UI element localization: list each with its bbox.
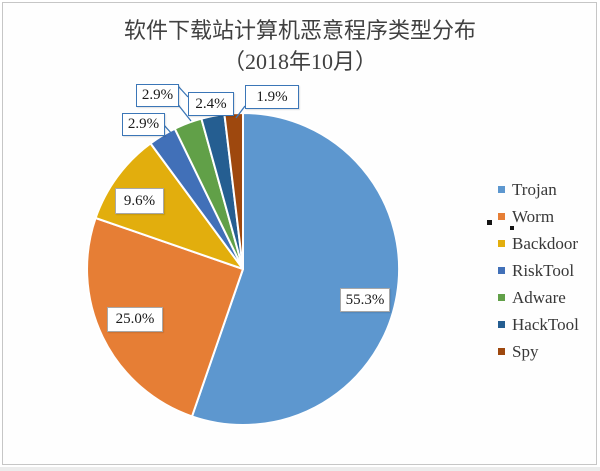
legend-item-trojan: Trojan xyxy=(498,176,594,203)
legend-item-backdoor: Backdoor xyxy=(498,230,594,257)
chart-title: 软件下载站计算机恶意程序类型分布 （2018年10月） xyxy=(0,15,600,77)
pie-slice-backdoor xyxy=(94,142,244,270)
legend-label-risktool: RiskTool xyxy=(512,260,575,280)
legend-marker-hacktool xyxy=(498,321,505,328)
legend-marker-risktool xyxy=(498,267,505,274)
chart-title-line2: （2018年10月） xyxy=(222,49,377,74)
leader-line-spy xyxy=(235,105,246,119)
legend-marker-spy xyxy=(498,348,505,355)
data-label-trojan: 55.3% xyxy=(340,288,390,312)
data-label-backdoor: 9.6% xyxy=(115,188,164,214)
legend-label-trojan: Trojan xyxy=(512,179,557,199)
stray-mark xyxy=(487,220,492,225)
legend-item-hacktool: HackTool xyxy=(498,311,594,338)
chart-legend: Trojan Worm Backdoor RiskTool Adware Hac… xyxy=(498,176,594,365)
legend-label-hacktool: HackTool xyxy=(512,314,579,334)
pie-slice-worm xyxy=(86,217,244,418)
legend-label-spy: Spy xyxy=(512,341,539,361)
data-label-adware: 2.9% xyxy=(136,84,179,107)
pie-slices-group xyxy=(86,111,401,426)
stray-mark xyxy=(510,226,514,230)
leader-line-hacktool xyxy=(177,85,189,98)
legend-marker-trojan xyxy=(498,186,505,193)
data-label-worm: 25.0% xyxy=(107,307,163,332)
legend-item-worm: Worm xyxy=(498,203,594,230)
data-label-hacktool: 2.4% xyxy=(188,92,234,116)
bottom-edge-strip xyxy=(0,467,600,471)
legend-item-risktool: RiskTool xyxy=(498,257,594,284)
data-label-spy: 1.9% xyxy=(245,85,299,109)
legend-item-spy: Spy xyxy=(498,338,594,365)
chart-title-line1: 软件下载站计算机恶意程序类型分布 xyxy=(123,18,476,43)
data-label-risktool: 2.9% xyxy=(122,113,165,136)
legend-label-worm: Worm xyxy=(512,206,555,226)
legend-marker-backdoor xyxy=(498,240,505,247)
legend-label-backdoor: Backdoor xyxy=(512,233,579,253)
legend-marker-worm xyxy=(498,213,505,220)
legend-item-adware: Adware xyxy=(498,284,594,311)
legend-label-adware: Adware xyxy=(512,287,566,307)
legend-marker-adware xyxy=(498,294,505,301)
